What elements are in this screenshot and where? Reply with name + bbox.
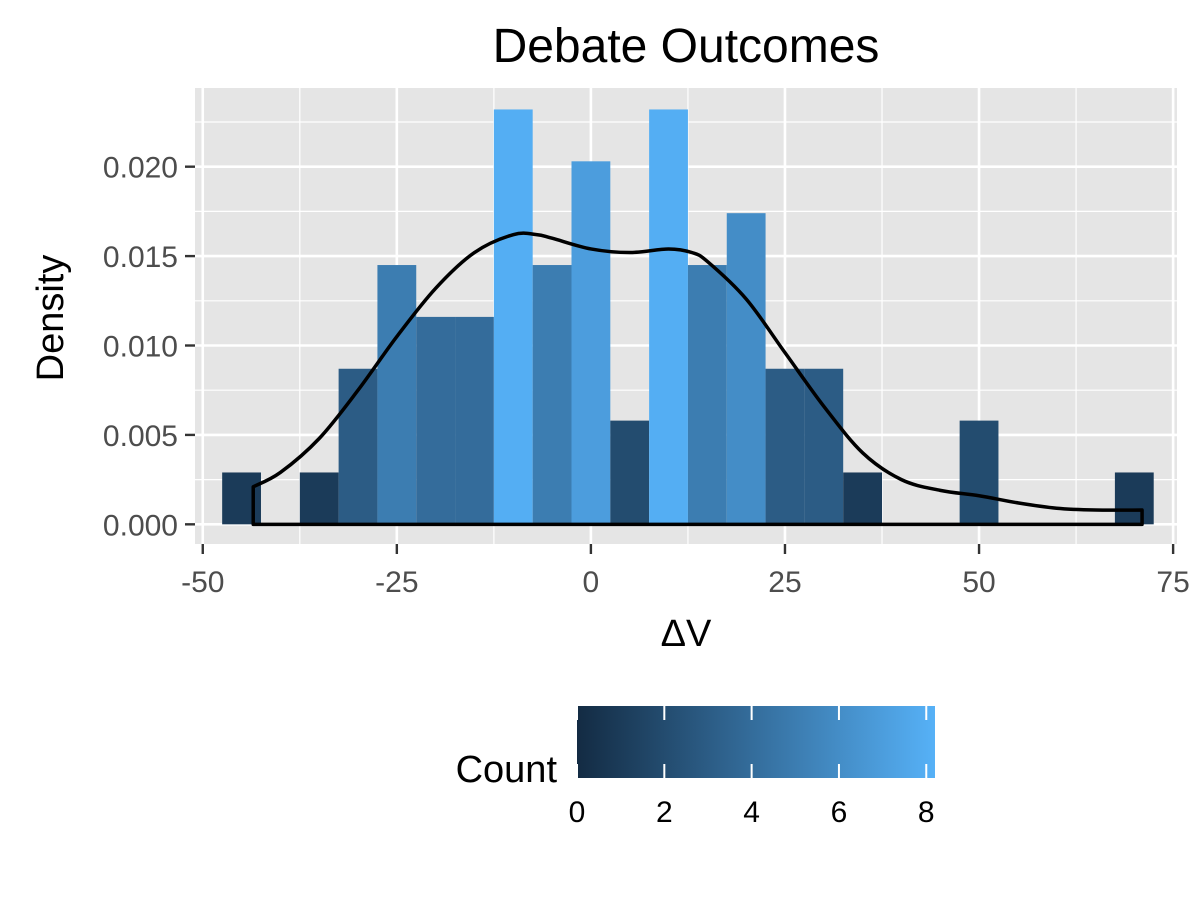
histogram-bar xyxy=(610,420,650,525)
histogram-bar xyxy=(649,109,688,525)
legend-title: Count xyxy=(456,749,558,791)
x-tick-label: -50 xyxy=(181,566,224,599)
legend-colorbar xyxy=(577,706,935,778)
histogram-bar xyxy=(416,316,456,525)
legend-tick-label: 2 xyxy=(656,796,673,829)
x-tick-label: 75 xyxy=(1156,566,1189,599)
y-tick-label: 0.015 xyxy=(103,241,178,274)
x-tick-label: 25 xyxy=(768,566,801,599)
histogram-bars xyxy=(222,109,1154,525)
histogram-bar xyxy=(687,265,727,525)
histogram-bar xyxy=(804,368,844,525)
x-tick-label: 0 xyxy=(583,566,600,599)
density-curve xyxy=(251,231,1144,527)
histogram-bar xyxy=(959,420,999,525)
histogram-bar xyxy=(377,265,417,525)
x-tick-label: -25 xyxy=(375,566,418,599)
histogram-bar xyxy=(532,265,572,525)
y-tick-label: 0.020 xyxy=(103,152,178,185)
histogram-bar xyxy=(338,368,378,525)
histogram-bar xyxy=(765,368,805,525)
legend-tick-label: 4 xyxy=(743,796,760,829)
legend-ticks: 0 2 4 6 8 xyxy=(569,706,935,829)
y-axis-label: Density xyxy=(30,255,72,382)
histogram-bar xyxy=(493,109,533,525)
histogram-bar xyxy=(222,472,261,525)
legend-tick-label: 8 xyxy=(918,796,935,829)
color-legend: Count 0 2 4 6 8 xyxy=(456,706,935,829)
histogram-bar xyxy=(843,472,883,525)
legend-tick-label: 6 xyxy=(831,796,848,829)
legend-tick-label: 0 xyxy=(569,796,586,829)
y-axis: 0.000 0.005 0.010 0.015 0.020 xyxy=(103,152,195,542)
histogram-bar xyxy=(571,161,611,525)
histogram-bar xyxy=(1114,472,1154,525)
y-tick-label: 0.005 xyxy=(103,420,178,453)
x-axis-label: ΔV xyxy=(661,613,712,655)
histogram-bar xyxy=(299,472,339,525)
histogram-bar xyxy=(726,213,766,525)
x-axis: -50 -25 0 25 50 75 xyxy=(181,544,1190,599)
chart-title: Debate Outcomes xyxy=(493,20,880,73)
x-tick-label: 50 xyxy=(962,566,995,599)
y-tick-label: 0.000 xyxy=(103,509,178,542)
y-tick-label: 0.010 xyxy=(103,331,178,364)
histogram-bar xyxy=(455,316,494,525)
